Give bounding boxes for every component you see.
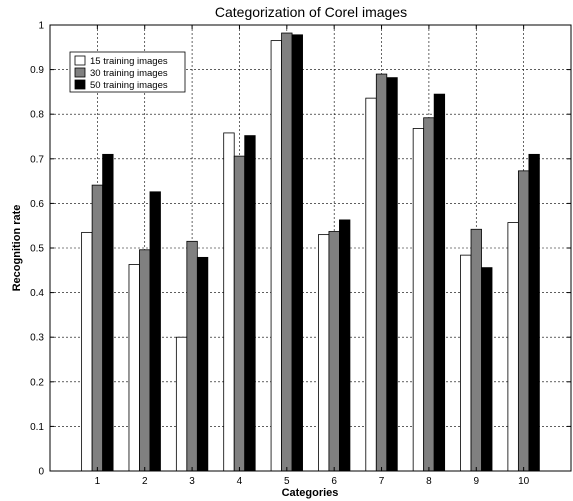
y-tick-label: 0.2 — [30, 377, 44, 388]
x-tick-label: 5 — [284, 476, 290, 487]
bar-2-cat-5 — [281, 32, 293, 472]
bar-1-cat-7 — [365, 97, 377, 472]
legend-box — [69, 51, 186, 93]
bar-1-cat-6 — [318, 234, 330, 472]
legend-swatch — [74, 55, 86, 66]
legend-label: 50 training images — [90, 80, 168, 91]
bar-3-cat-3 — [196, 256, 209, 472]
bar-3-cat-2 — [149, 191, 161, 472]
x-tick-label: 6 — [331, 476, 337, 487]
bar-3-cat-1 — [102, 153, 114, 472]
y-tick-label: 0 — [38, 467, 44, 478]
bar-3-cat-7 — [386, 77, 398, 472]
x-tick-label: 9 — [473, 476, 479, 487]
bar-1-cat-1 — [81, 231, 93, 472]
x-tick-label: 2 — [142, 476, 148, 487]
y-tick-label: 0.7 — [30, 154, 44, 165]
legend-swatch — [74, 79, 86, 90]
bar-2-cat-7 — [375, 73, 388, 472]
bar-2-cat-8 — [423, 117, 435, 472]
x-tick-label: 4 — [237, 476, 243, 487]
legend-swatch — [74, 67, 86, 78]
y-tick-label: 0.9 — [30, 65, 44, 76]
x-axis-label: Categories — [282, 487, 339, 499]
y-axis-label: Recognition rate — [11, 205, 23, 292]
bar-3-cat-9 — [481, 267, 493, 472]
x-tick-label: 7 — [379, 476, 385, 487]
bar-2-cat-2 — [139, 249, 151, 472]
x-tick-label: 1 — [95, 476, 101, 487]
axis-ticks: 0 0.1 0.2 0.3 0.4 0.5 0.6 0.7 0.8 0.9 1 1 2 3 4 5 6 7 8 9 10 — [30, 21, 571, 487]
bar-1-cat-2 — [128, 264, 140, 472]
x-tick-label: 3 — [189, 476, 195, 487]
bar-2-cat-4 — [233, 155, 246, 472]
y-tick-label: 0.1 — [30, 422, 44, 433]
grid-lines — [50, 25, 571, 471]
x-tick-label: 10 — [518, 476, 530, 487]
bar-1-cat-10 — [507, 222, 519, 472]
plot-frame — [49, 24, 572, 472]
bar-1-cat-5 — [270, 40, 282, 472]
bar-2-cat-6 — [328, 231, 340, 472]
bar-2-cat-10 — [517, 170, 530, 472]
y-tick-label: 1 — [38, 21, 44, 32]
y-tick-label: 0.6 — [30, 199, 44, 210]
y-tick-label: 0.8 — [30, 110, 44, 121]
bar-2-cat-9 — [470, 228, 482, 472]
bar-1-cat-8 — [412, 128, 425, 472]
chart-title: Categorization of Corel images — [215, 4, 407, 20]
bars — [81, 32, 540, 472]
bar-1-cat-9 — [460, 254, 472, 472]
bar-2-cat-3 — [186, 240, 198, 472]
bar-3-cat-10 — [528, 153, 540, 472]
bar-3-cat-6 — [339, 219, 351, 472]
y-tick-label: 0.3 — [30, 333, 44, 344]
x-tick-label: 8 — [426, 476, 432, 487]
bar-2-cat-1 — [91, 184, 104, 472]
bar-3-cat-8 — [433, 93, 446, 472]
y-tick-label: 0.4 — [30, 288, 44, 299]
legend-label: 30 training images — [90, 68, 168, 79]
bar-3-cat-4 — [244, 135, 256, 472]
bar-1-cat-3 — [175, 336, 188, 472]
bar-3-cat-5 — [291, 34, 303, 472]
y-tick-label: 0.5 — [30, 244, 44, 255]
legend-label: 15 training images — [90, 56, 168, 67]
bar-1-cat-4 — [223, 132, 235, 472]
